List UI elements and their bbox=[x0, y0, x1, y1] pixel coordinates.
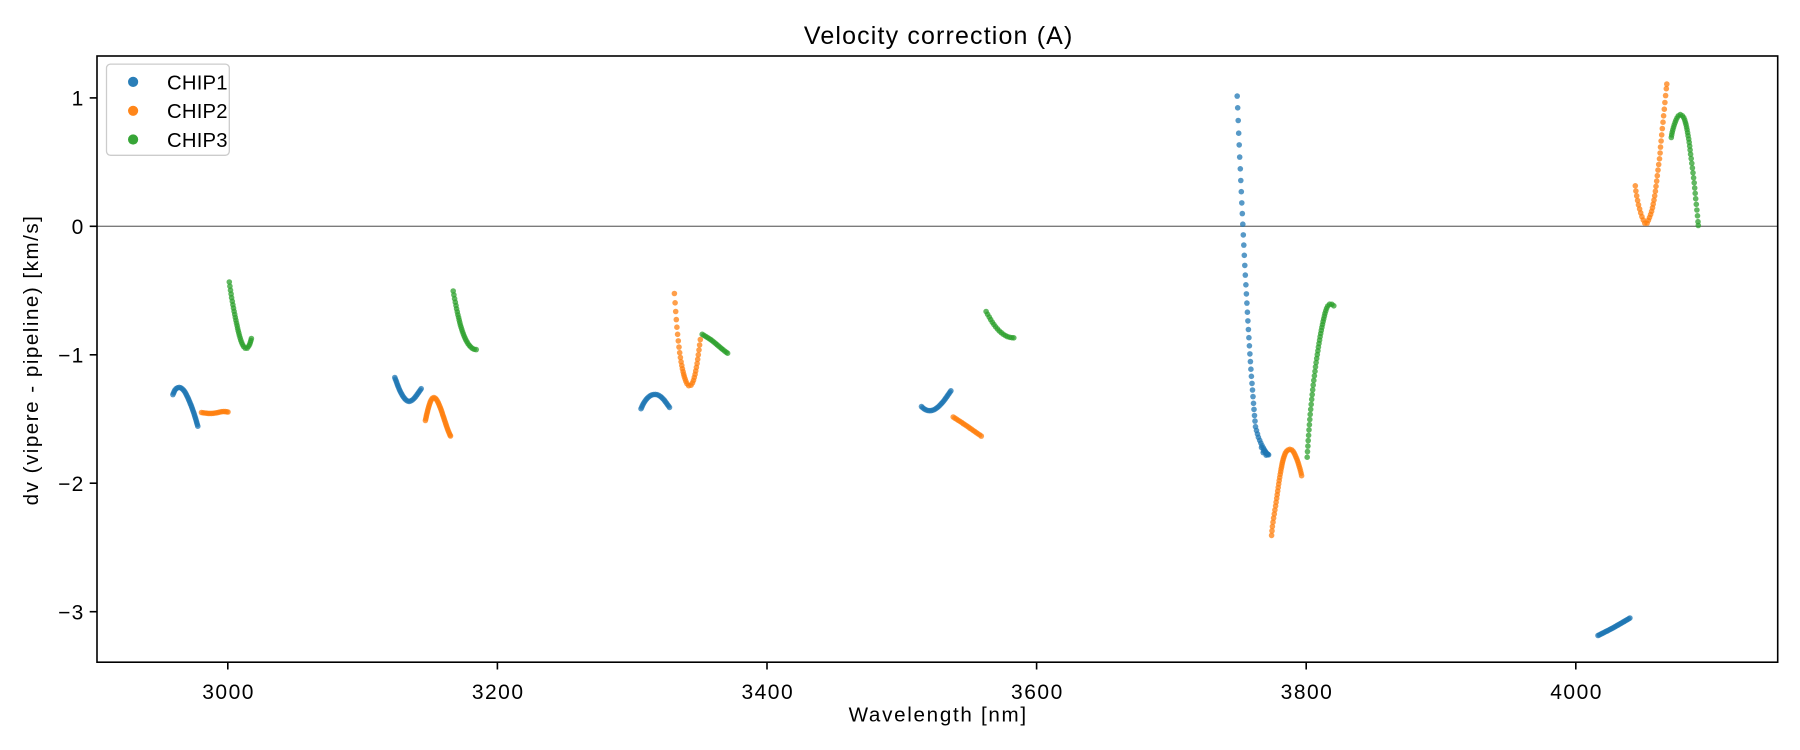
svg-text:−1: −1 bbox=[58, 344, 84, 367]
svg-text:3400: 3400 bbox=[741, 681, 794, 704]
svg-text:3000: 3000 bbox=[202, 681, 255, 704]
svg-text:CHIP3: CHIP3 bbox=[167, 130, 228, 152]
svg-text:3200: 3200 bbox=[472, 681, 525, 704]
svg-text:0: 0 bbox=[72, 216, 85, 239]
svg-text:Wavelength [nm]: Wavelength [nm] bbox=[849, 704, 1028, 727]
svg-text:1: 1 bbox=[72, 88, 85, 111]
svg-text:−3: −3 bbox=[58, 601, 84, 624]
svg-text:−2: −2 bbox=[58, 473, 84, 496]
svg-text:3600: 3600 bbox=[1011, 681, 1064, 704]
svg-text:3800: 3800 bbox=[1281, 681, 1334, 704]
svg-text:4000: 4000 bbox=[1550, 681, 1603, 704]
svg-text:dv (vipere - pipeline) [km/s]: dv (vipere - pipeline) [km/s] bbox=[20, 215, 43, 506]
svg-text:CHIP2: CHIP2 bbox=[167, 101, 228, 123]
svg-text:CHIP1: CHIP1 bbox=[167, 72, 228, 94]
svg-text:Velocity correction (A): Velocity correction (A) bbox=[804, 22, 1074, 50]
